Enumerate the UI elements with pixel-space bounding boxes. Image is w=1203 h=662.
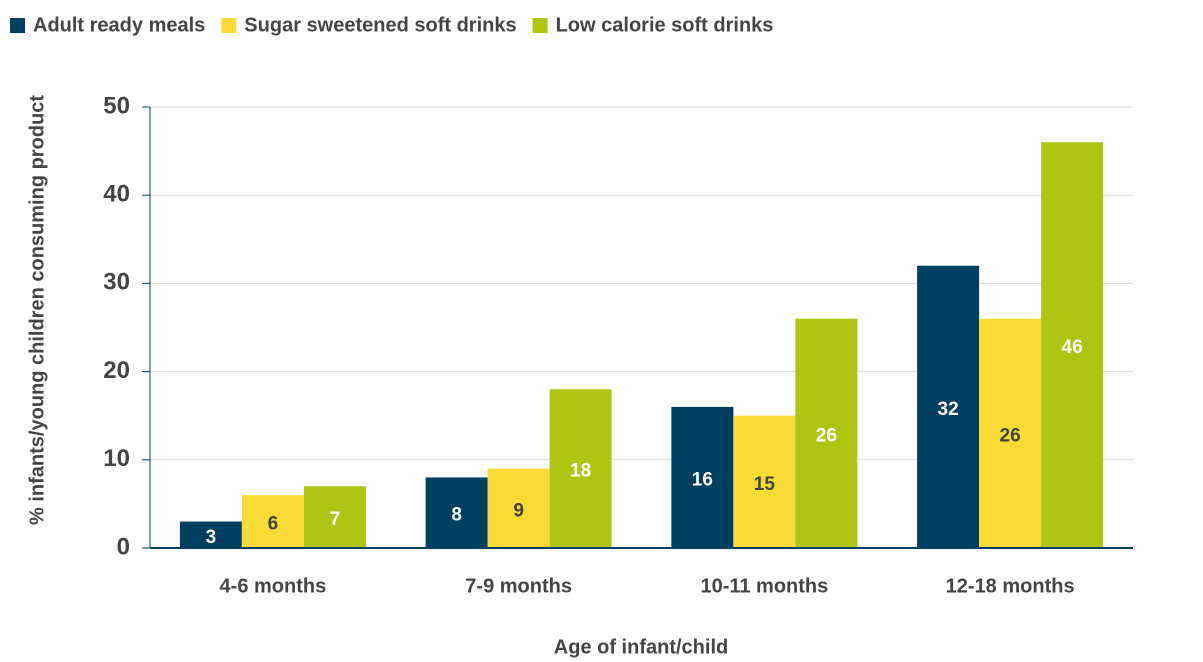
bar [303,486,366,548]
data-label: 6 [268,514,279,535]
x-axis-title: Age of infant/child [554,636,728,658]
bar [549,389,612,548]
y-tick-label: 50 [103,92,130,119]
bar [425,477,488,548]
bar [1041,142,1104,548]
y-tick-label: 20 [103,357,130,384]
data-label: 3 [206,527,217,548]
legend-label: Low calorie soft drinks [556,14,774,36]
data-label: 46 [1062,337,1083,358]
bar [671,406,734,548]
x-tick-label: 10-11 months [700,575,828,597]
data-label: 32 [938,399,959,420]
legend-swatch [10,18,25,33]
legend-swatch [532,18,548,33]
bar [795,318,858,548]
legend-label: Sugar sweetened soft drinks [244,14,516,36]
data-label: 15 [754,474,776,495]
y-tick-label: 0 [117,533,130,560]
y-axis-title: % infants/young children consuming produ… [26,95,48,525]
data-label: 16 [692,469,713,490]
data-label: 18 [570,461,591,482]
bar [179,521,242,548]
bar [979,318,1042,548]
data-label: 26 [816,425,837,446]
bar [917,265,980,548]
bar [487,468,550,548]
y-tick-label: 10 [103,445,130,472]
data-label: 7 [330,509,341,530]
bar [241,495,304,548]
legend-label: Adult ready meals [33,14,205,36]
x-tick-label: 12-18 months [946,575,1075,597]
data-label: 8 [451,505,462,526]
data-label: 9 [513,500,524,521]
x-tick-label: 7-9 months [465,575,572,597]
bar [733,415,796,548]
legend-swatch [221,18,237,33]
y-tick-label: 30 [103,269,130,296]
data-label: 26 [1000,425,1021,446]
y-tick-label: 40 [103,181,130,208]
x-tick-label: 4-6 months [220,575,327,597]
